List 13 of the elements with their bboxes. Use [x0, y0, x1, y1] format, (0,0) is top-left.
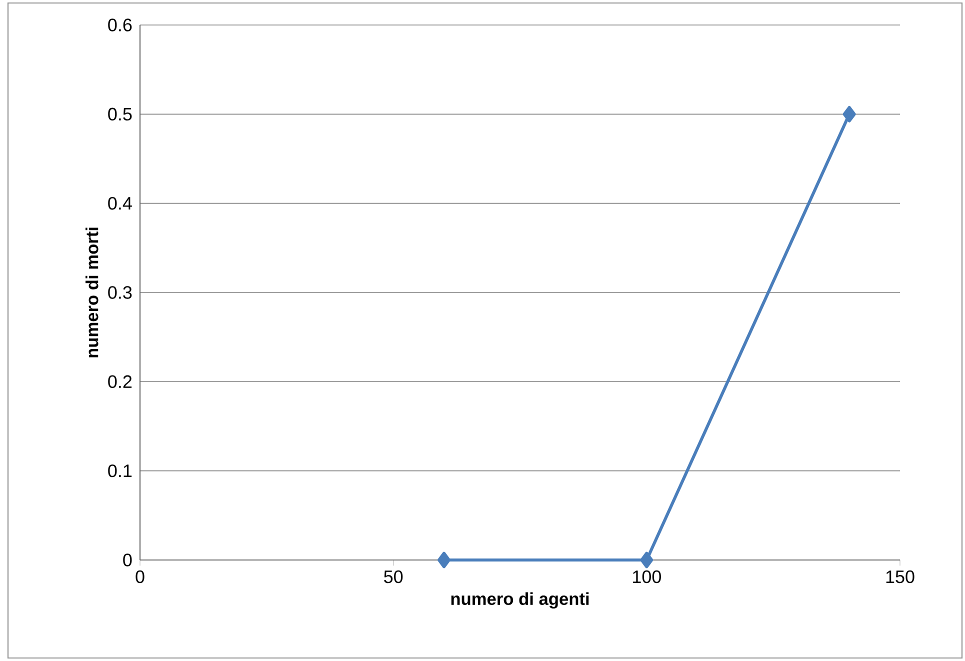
y-tick-label: 0.5 [108, 108, 132, 121]
y-tick-label: 0.4 [108, 196, 132, 210]
x-tick-label: 100 [633, 570, 661, 584]
y-tick-label: 0.3 [108, 286, 132, 299]
y-tick-label: 0.1 [108, 464, 132, 478]
y-tick-label: 0 [123, 554, 132, 566]
x-axis-title: numero di agenti [451, 592, 589, 609]
x-tick-label: 150 [886, 570, 914, 584]
y-axis-title: numero di morti [86, 228, 98, 358]
x-tick-label: 50 [384, 570, 403, 584]
x-tick-label: 0 [136, 570, 144, 584]
y-tick-label: 0.2 [108, 375, 132, 388]
y-tick-label: 0.6 [108, 18, 132, 32]
